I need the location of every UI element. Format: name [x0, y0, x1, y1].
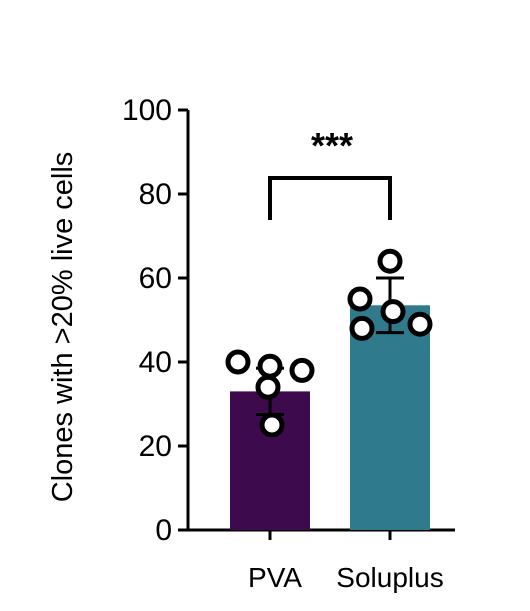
bar-soluplus — [350, 305, 430, 530]
data-point — [349, 315, 375, 341]
y-tick-label: 100 — [122, 94, 172, 127]
y-tick-label: 20 — [139, 430, 172, 463]
plot-area: 0 20 40 60 80 100 PVA Soluplus *** — [122, 94, 455, 593]
data-point — [377, 248, 403, 274]
y-axis-title-group: Clones with >20% live cells — [47, 152, 79, 503]
y-tick-label: 40 — [139, 346, 172, 379]
y-tick-label: 60 — [139, 262, 172, 295]
data-point — [225, 349, 251, 375]
significance-label: *** — [311, 125, 353, 166]
x-tick-label: Soluplus — [336, 562, 443, 593]
data-point — [380, 299, 406, 325]
data-point — [257, 353, 283, 379]
data-point — [255, 374, 281, 400]
data-point — [347, 286, 373, 312]
x-tick-label: PVA — [248, 562, 302, 593]
data-point — [259, 412, 285, 438]
y-tick-label: 80 — [139, 178, 172, 211]
y-axis-title: Clones with >20% live cells — [47, 152, 79, 503]
significance-bracket — [268, 176, 392, 220]
y-tick-label: 0 — [155, 514, 172, 547]
data-point — [289, 357, 315, 383]
data-point — [407, 311, 433, 337]
